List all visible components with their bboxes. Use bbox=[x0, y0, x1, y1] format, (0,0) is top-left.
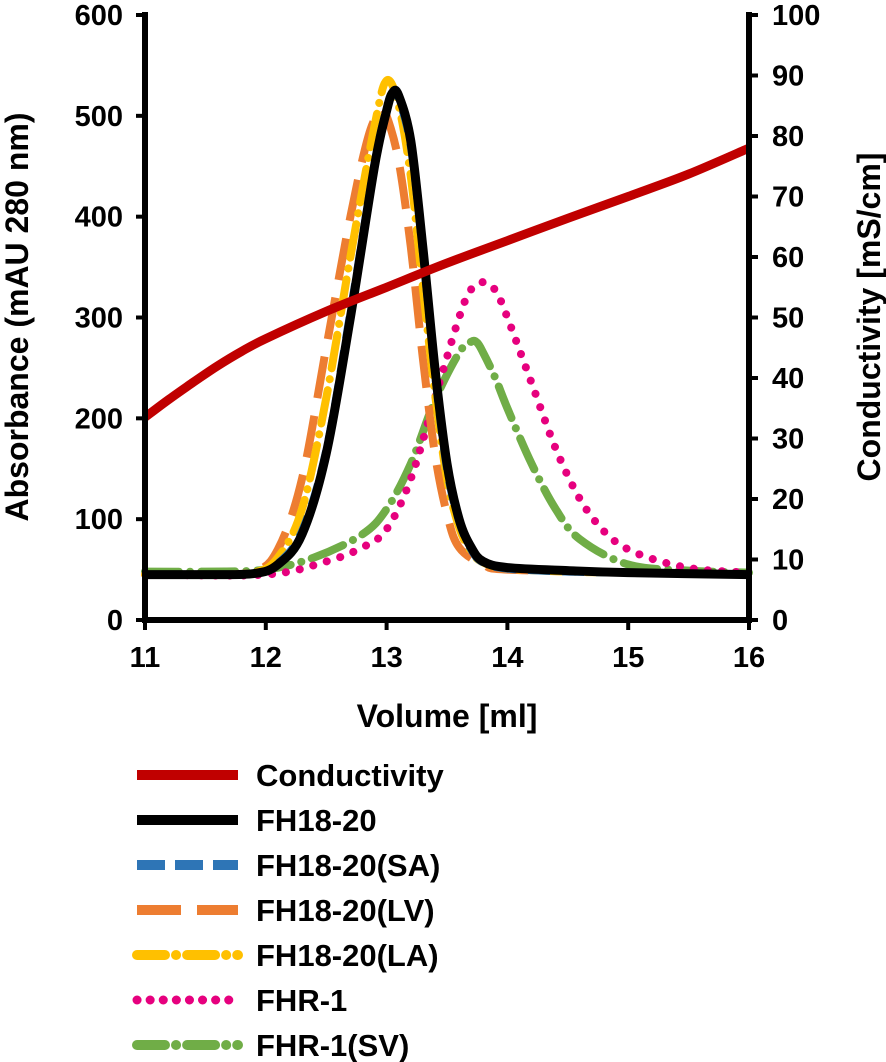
legend-label: Conductivity bbox=[256, 758, 444, 793]
axes-layer bbox=[142, 12, 752, 623]
y-tick-label: 100 bbox=[75, 504, 123, 536]
legend-label: FH18-20(LV) bbox=[256, 893, 435, 928]
y-tick-label: 0 bbox=[107, 605, 123, 637]
legend-label: FH18-20(SA) bbox=[256, 848, 440, 883]
series-line-conductivity bbox=[142, 143, 751, 421]
y2-tick-label: 0 bbox=[772, 605, 788, 637]
legend-label: FH18-20(LA) bbox=[256, 938, 439, 973]
ticks-layer: 11 12 13 14 15 160100200300400500600010203040… bbox=[75, 0, 821, 674]
y2-tick-label: 60 bbox=[772, 242, 804, 274]
y2-tick-label: 70 bbox=[772, 182, 804, 214]
series-line-fhr-1 bbox=[141, 278, 753, 580]
legend-label: FHR-1(SV) bbox=[256, 1028, 409, 1062]
y-tick-label: 300 bbox=[75, 303, 123, 335]
y-tick-label: 400 bbox=[75, 202, 123, 234]
y2-tick-label: 40 bbox=[772, 363, 804, 395]
x-axis-label: Volume [ml] bbox=[357, 698, 538, 734]
series-layer bbox=[141, 75, 753, 580]
y-axis-label: Absorbance (mAU 280 nm) bbox=[0, 113, 35, 522]
y2-tick-label: 30 bbox=[772, 424, 804, 456]
y2-tick-label: 50 bbox=[772, 303, 804, 335]
x-tick-label: 13 bbox=[370, 642, 402, 674]
y2-tick-label: 100 bbox=[772, 0, 820, 32]
series-line-fh18-20-lv bbox=[144, 104, 750, 579]
y2-tick-label: 80 bbox=[772, 121, 804, 153]
y2-tick-label: 20 bbox=[772, 484, 804, 516]
x-tick-label: 15 bbox=[612, 642, 644, 674]
x-tick-label: 11 bbox=[130, 642, 161, 674]
legend-label: FH18-20 bbox=[256, 803, 377, 838]
x-tick-label: 14 bbox=[491, 642, 523, 674]
y2-axis-label: Conductivity [mS/cm] bbox=[851, 153, 886, 482]
y-tick-label: 600 bbox=[75, 0, 123, 32]
series-line-fhr-1-sv bbox=[141, 336, 753, 577]
y-tick-label: 200 bbox=[75, 403, 123, 435]
y-tick-label: 500 bbox=[75, 101, 123, 133]
y2-tick-label: 90 bbox=[772, 61, 804, 93]
series-line-fh18-20 bbox=[144, 85, 750, 580]
y2-tick-label: 10 bbox=[772, 545, 804, 577]
x-tick-label: 16 bbox=[733, 642, 765, 674]
legend-label: FHR-1 bbox=[256, 983, 347, 1018]
legend: Conductivity FH18-20 FH18-20(SA) FH18-20(LV… bbox=[132, 758, 444, 1062]
x-tick-label: 12 bbox=[250, 642, 282, 674]
